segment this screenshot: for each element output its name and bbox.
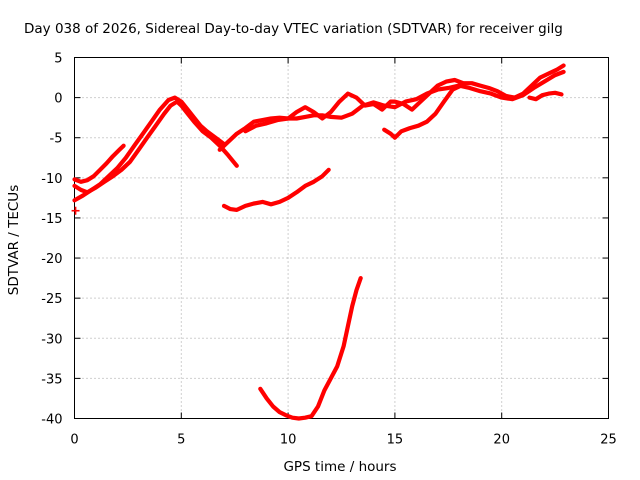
axis-ticks xyxy=(74,57,609,419)
plot-frame xyxy=(74,57,609,419)
y-tick-label: 5 xyxy=(54,52,62,67)
x-tick-label: 0 xyxy=(70,433,78,448)
series-line-track-9 xyxy=(258,276,363,421)
x-axis-label: GPS time / hours xyxy=(283,459,396,475)
series-line-track-2 xyxy=(72,95,227,203)
y-tick-label: -10 xyxy=(41,172,62,187)
x-tick-label: 5 xyxy=(177,433,185,448)
y-tick-label: -20 xyxy=(41,252,62,267)
x-tick-label: 10 xyxy=(280,433,297,448)
y-tick-label: -15 xyxy=(41,212,62,227)
y-tick-label: -40 xyxy=(41,413,62,428)
series-line-track-8 xyxy=(221,167,331,212)
y-tick-labels: 5 0 -5 -10 -15 -20 -25 -30 -35 -40 xyxy=(41,52,62,428)
x-tick-labels: 0 5 10 15 20 25 xyxy=(70,433,616,448)
x-tick-label: 15 xyxy=(387,433,404,448)
series-line-track-6 xyxy=(382,83,464,140)
point-group xyxy=(71,206,80,215)
chart-title: Day 038 of 2026, Sidereal Day-to-day VTE… xyxy=(24,21,563,37)
series-group xyxy=(72,63,566,421)
series-line-track-4 xyxy=(217,63,566,152)
y-tick-label: -25 xyxy=(41,292,62,307)
y-tick-label: 0 xyxy=(54,92,62,107)
x-tick-label: 25 xyxy=(600,433,617,448)
x-tick-label: 20 xyxy=(493,433,510,448)
y-tick-label: -5 xyxy=(50,132,63,147)
grid xyxy=(74,57,609,419)
data-point xyxy=(71,206,80,215)
y-tick-label: -35 xyxy=(41,372,62,387)
y-axis-label: SDTVAR / TECUs xyxy=(6,185,22,295)
series-line-track-3 xyxy=(72,143,126,184)
series-line-track-7 xyxy=(527,90,564,102)
y-tick-label: -30 xyxy=(41,332,62,347)
series-line-track-5 xyxy=(243,69,566,134)
